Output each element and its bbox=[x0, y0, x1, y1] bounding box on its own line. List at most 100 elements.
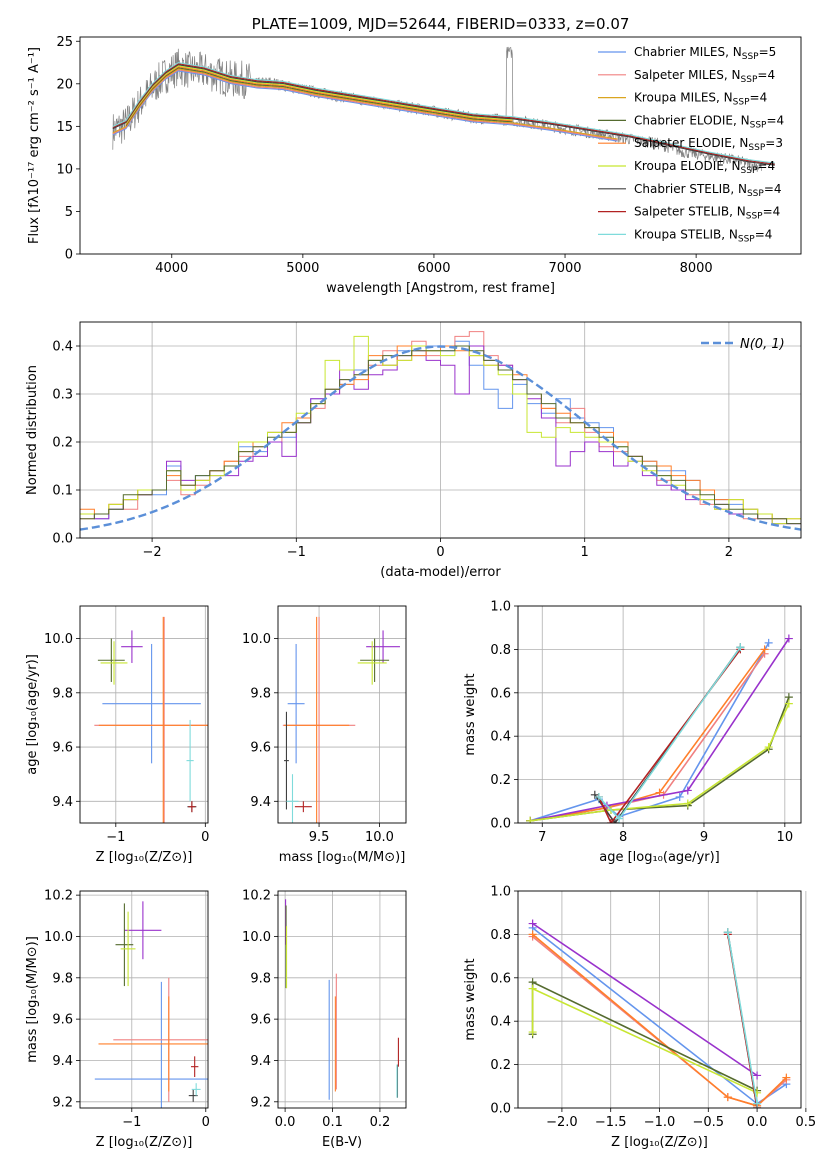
weight-point-marker bbox=[528, 1028, 537, 1037]
model-spectrum-line bbox=[112, 69, 618, 141]
plot-area bbox=[282, 616, 400, 823]
y-tick-label: 0.4 bbox=[490, 1015, 511, 1030]
x-tick-label: 8 bbox=[619, 830, 627, 845]
y-tick-label: 9.2 bbox=[52, 1095, 73, 1110]
y-tick-label: 9.6 bbox=[52, 741, 73, 756]
model-spectrum-line bbox=[112, 62, 775, 164]
legend-entry: Kroupa ELODIE, NSSP=4 bbox=[634, 159, 775, 176]
weight-point-marker bbox=[723, 1093, 732, 1102]
panel-age-vs-Z: −1 0 9.4 9.6 9.8 10.0 Z [log₁₀(Z/Z⊙)] age [log₁… bbox=[25, 605, 209, 865]
x-tick-label: 9.5 bbox=[309, 830, 330, 845]
y-tick-label: 10.2 bbox=[44, 889, 73, 904]
model-spectrum-line bbox=[112, 64, 775, 166]
x-tick-label: 0.1 bbox=[322, 1115, 343, 1130]
y-axis-label: mass weight bbox=[463, 958, 478, 1040]
weight-line bbox=[529, 638, 790, 822]
y-tick-label: 10.0 bbox=[242, 930, 271, 945]
weight-point-marker bbox=[760, 645, 769, 654]
x-tick-label: −1 bbox=[122, 1115, 141, 1130]
weight-point-marker bbox=[683, 799, 692, 808]
y-tick-label: 10.0 bbox=[242, 632, 271, 647]
x-tick-label: 0.5 bbox=[796, 1115, 817, 1130]
axes-frame bbox=[79, 36, 802, 255]
y-tick-label: 9.4 bbox=[250, 795, 271, 810]
y-axis-label: mass weight bbox=[463, 673, 478, 755]
x-axis-label: wavelength [Angstrom, rest frame] bbox=[326, 281, 555, 296]
x-tick-label: 7 bbox=[538, 830, 546, 845]
x-tick-label: −1.5 bbox=[595, 1115, 627, 1130]
weight-point-marker bbox=[528, 919, 537, 928]
legend-entry: Kroupa STELIB, NSSP=4 bbox=[634, 227, 772, 244]
x-tick-label: 5000 bbox=[286, 261, 319, 276]
weight-line bbox=[594, 646, 742, 823]
x-tick-label: 10.0 bbox=[365, 830, 394, 845]
plot-area bbox=[526, 634, 793, 823]
x-tick-label: −1 bbox=[287, 545, 306, 560]
panel-mass-vs-Z: −1 0 9.2 9.4 9.6 9.8 10.0 10.2 Z [log₁₀(Z/Z⊙)] ma… bbox=[25, 889, 210, 1150]
x-tick-label: 9 bbox=[700, 830, 708, 845]
panel-mass-weight-vs-age: 7 8 9 10 0.0 0.2 0.4 0.6 0.8 1.0 age [log₁₀(age/yr… bbox=[463, 600, 802, 865]
legend-entry: Salpeter MILES, NSSP=4 bbox=[634, 68, 775, 85]
plot-area bbox=[80, 331, 801, 531]
y-tick-label: 10 bbox=[56, 162, 73, 177]
x-tick-label: −2.0 bbox=[546, 1115, 578, 1130]
y-tick-label: 0.0 bbox=[52, 532, 73, 547]
x-tick-label: 7000 bbox=[548, 261, 581, 276]
x-tick-label: 0 bbox=[202, 1115, 210, 1130]
y-tick-label: 0.2 bbox=[490, 1058, 511, 1073]
x-tick-label: 0.0 bbox=[275, 1115, 296, 1130]
plot-area bbox=[528, 919, 791, 1108]
weight-point-marker bbox=[723, 928, 732, 937]
weight-line bbox=[529, 648, 766, 822]
y-tick-label: 0.3 bbox=[52, 388, 73, 403]
weight-point-marker bbox=[753, 1099, 762, 1108]
x-axis-label: Z [log₁₀(Z/Z⊙)] bbox=[96, 1135, 193, 1150]
model-spectrum-line bbox=[125, 66, 513, 126]
y-tick-label: 25 bbox=[56, 35, 73, 50]
weight-point-marker bbox=[606, 819, 615, 823]
weight-point-marker bbox=[615, 814, 624, 823]
y-axis-label: Normed distribution bbox=[25, 365, 40, 495]
weight-point-marker bbox=[764, 743, 773, 752]
x-tick-label: 10 bbox=[777, 830, 794, 845]
weight-line bbox=[532, 933, 787, 1107]
x-tick-label: 1 bbox=[581, 545, 589, 560]
weight-point-marker bbox=[611, 819, 620, 823]
y-tick-label: 0.4 bbox=[52, 340, 73, 355]
panel-residuals: −2 −1 0 1 2 0.0 0.1 0.2 0.3 0.4 (data-model)/error… bbox=[25, 321, 802, 580]
x-axis-label: E(B-V) bbox=[322, 1135, 362, 1150]
gaussian-reference-line bbox=[80, 345, 801, 531]
axes-frame bbox=[277, 605, 407, 824]
y-tick-label: 0.4 bbox=[490, 730, 511, 745]
weight-point-marker bbox=[528, 984, 537, 993]
axes-frame bbox=[277, 890, 407, 1109]
model-spectrum-line bbox=[125, 67, 513, 127]
y-tick-label: 9.8 bbox=[250, 971, 271, 986]
axes-frame bbox=[79, 321, 802, 539]
weight-point-marker bbox=[526, 816, 535, 823]
plot-area bbox=[112, 46, 775, 172]
x-tick-label: 2 bbox=[725, 545, 733, 560]
panel-spectrum: 4000 5000 6000 7000 8000 0 5 10 15 20 25 wavelength… bbox=[27, 15, 802, 296]
weight-line bbox=[531, 987, 758, 1094]
weight-line bbox=[532, 922, 758, 1077]
plot-area bbox=[94, 901, 208, 1108]
plot-area bbox=[285, 899, 399, 1100]
weight-point-marker bbox=[736, 643, 745, 652]
y-tick-label: 0 bbox=[65, 248, 73, 263]
panel-age-vs-mass: 9.5 10.0 9.4 9.6 9.8 10.0 mass [log₁₀(M/M⊙)] bbox=[242, 605, 407, 865]
legend-entry: Kroupa MILES, NSSP=4 bbox=[634, 91, 767, 108]
y-tick-label: 9.8 bbox=[250, 686, 271, 701]
y-tick-label: 9.8 bbox=[52, 686, 73, 701]
weight-point-marker bbox=[784, 634, 793, 643]
weight-point-marker bbox=[528, 930, 537, 939]
legend-entry: Chabrier ELODIE, NSSP=4 bbox=[634, 113, 784, 130]
y-tick-label: 9.6 bbox=[250, 1013, 271, 1028]
y-axis-label: age [log₁₀(age/yr)] bbox=[25, 654, 40, 775]
y-tick-label: 9.4 bbox=[52, 795, 73, 810]
model-spectrum-line bbox=[112, 68, 618, 140]
y-tick-label: 9.6 bbox=[52, 1013, 73, 1028]
weight-point-marker bbox=[782, 1073, 791, 1082]
axes-frame bbox=[79, 605, 209, 824]
